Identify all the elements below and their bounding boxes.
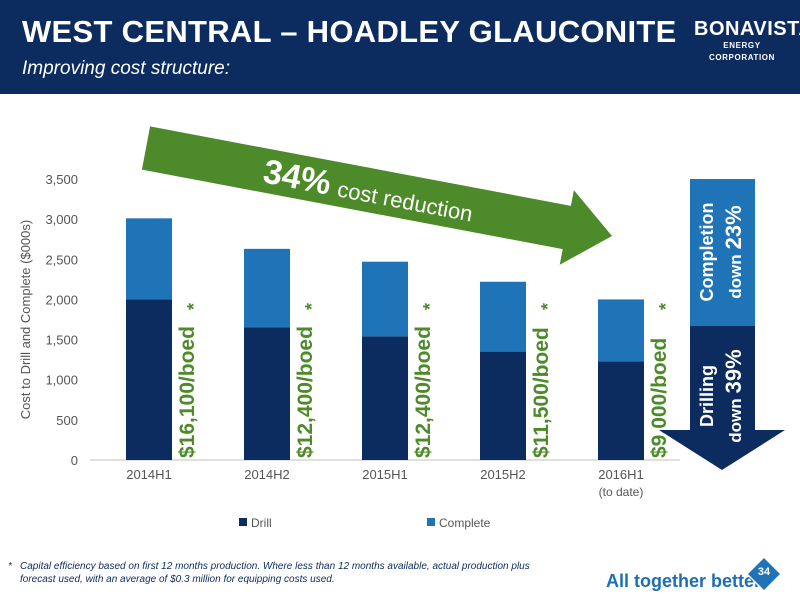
- completion-down-percent: 23%: [721, 205, 746, 249]
- bar-efficiency-marker: *: [538, 303, 558, 310]
- bar-drill: [598, 361, 644, 460]
- logo-sub-text: ENERGY CORPORATION: [708, 41, 775, 62]
- y-tick-label: 1,000: [45, 373, 78, 388]
- drilling-down: down 39%: [721, 349, 746, 442]
- drilling-label-word: Drilling: [697, 365, 717, 427]
- bar-efficiency-marker: *: [656, 303, 676, 310]
- y-tick-label: 0: [71, 453, 78, 468]
- bar-drill: [362, 336, 408, 460]
- bar-efficiency-marker: *: [420, 303, 440, 310]
- footnote: * Capital efficiency based on first 12 m…: [8, 560, 568, 586]
- footnote-text: Capital efficiency based on first 12 mon…: [20, 561, 530, 585]
- legend-label-drill: Drill: [251, 516, 272, 530]
- bar-drill: [480, 351, 526, 460]
- page-badge-icon: [746, 556, 782, 592]
- y-tick-label: 2,000: [45, 292, 78, 307]
- drilling-down-word: down: [726, 398, 745, 442]
- y-tick-label: 3,000: [45, 212, 78, 227]
- bar-complete: [362, 261, 408, 337]
- bar-efficiency-label: $9,000/boed: [648, 338, 671, 458]
- logo-main-text: BONAVISTA: [694, 18, 800, 40]
- slide-subtitle: Improving cost structure:: [22, 58, 231, 79]
- completion-down: down 23%: [721, 205, 746, 298]
- x-tick-label: 2015H1: [362, 467, 408, 482]
- y-tick-label: 3,500: [45, 172, 78, 187]
- arrow-shape-icon: [141, 126, 613, 265]
- cost-reduction-arrow: 34%cost reduction: [141, 126, 613, 265]
- bar-efficiency-label: $11,500/boed: [530, 327, 553, 458]
- y-tick-label: 2,500: [45, 252, 78, 267]
- drilling-label: Drilling: [697, 365, 717, 427]
- bar-complete: [598, 299, 644, 362]
- page-number: 34: [757, 566, 771, 578]
- slide-title: WEST CENTRAL – HOADLEY GLAUCONITE: [22, 14, 677, 49]
- completion-box: [690, 179, 755, 326]
- bar-drill: [244, 327, 290, 460]
- legend-swatch-complete: [427, 518, 435, 526]
- completion-label: Completion: [697, 203, 717, 302]
- bar-complete: [126, 218, 172, 300]
- y-tick-label: 1,500: [45, 333, 78, 348]
- footnote-star: *: [8, 561, 12, 572]
- x-tick-label: 2015H2: [480, 467, 526, 482]
- y-axis-label: Cost to Drill and Complete ($000s): [18, 220, 33, 419]
- completion-label-word: Completion: [697, 203, 717, 302]
- bar-drill: [126, 299, 172, 460]
- x-tick-label: 2016H1: [598, 467, 644, 482]
- legend-swatch-drill: [239, 518, 247, 526]
- legend-label-complete: Complete: [439, 516, 491, 530]
- company-logo: BONAVISTA ENERGY CORPORATION: [694, 18, 800, 68]
- bar-complete: [480, 281, 526, 352]
- bar-efficiency-label: $12,400/boed: [294, 326, 317, 458]
- x-tick-sublabel: (to date): [599, 485, 644, 499]
- bar-efficiency-marker: *: [184, 303, 204, 310]
- y-tick-label: 500: [56, 413, 78, 428]
- bar-efficiency-label: $12,400/boed: [412, 326, 435, 458]
- slide-header: WEST CENTRAL – HOADLEY GLAUCONITE Improv…: [0, 0, 800, 94]
- bar-efficiency-marker: *: [302, 303, 322, 310]
- drilling-down-arrow-icon: [659, 326, 785, 470]
- x-tick-label: 2014H1: [126, 467, 172, 482]
- x-tick-label: 2014H2: [244, 467, 290, 482]
- tagline-text: All together better.: [606, 571, 766, 591]
- bar-efficiency-label: $16,100/boed: [176, 326, 199, 458]
- bar-complete: [244, 248, 290, 328]
- completion-down-word: down: [726, 254, 745, 298]
- drilling-down-percent: 39%: [721, 349, 746, 393]
